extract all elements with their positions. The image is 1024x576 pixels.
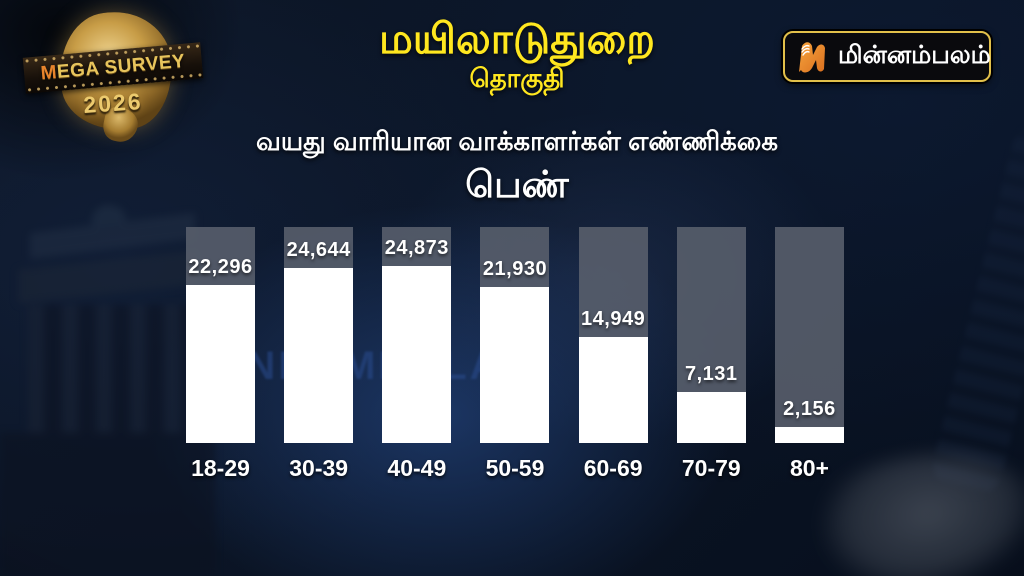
bar-column: 14,949 60-69 (578, 227, 648, 481)
bar-category-label: 50-59 (485, 455, 545, 481)
channel-logo: மின்னம்பலம் (783, 31, 991, 82)
bar-fill (774, 427, 844, 443)
building-pediment (18, 250, 198, 304)
bar-value-label: 14,949 (581, 307, 646, 330)
bar-column: 21,930 50-59 (480, 227, 550, 481)
bar-column: 24,644 30-39 (284, 227, 354, 481)
bar-value-label: 7,131 (685, 363, 738, 386)
gender-label: பெண் (465, 164, 569, 205)
bar-fill (578, 336, 648, 443)
bar-category-label: 70-79 (681, 455, 741, 481)
bar-value-label: 24,873 (384, 237, 449, 260)
bar-value-label: 24,644 (286, 238, 351, 261)
chart-heading: வயது வாரியான வாக்காளர்கள் எண்ணிக்கை (255, 126, 779, 156)
bar-category-label: 40-49 (387, 455, 447, 481)
title-block: மயிலாடுதுறை தொகுதி (212, 15, 822, 94)
bar-fill (186, 284, 255, 443)
building-signboard (30, 212, 195, 260)
bar-column: 22,296 18-29 (186, 227, 255, 481)
hand-silhouette (781, 431, 1024, 576)
bar-category-label: 80+ (789, 455, 829, 481)
channel-m-icon (799, 41, 825, 72)
bar-fill (676, 392, 746, 443)
bar-value-label: 22,296 (188, 255, 253, 278)
bar-column: 7,131 70-79 (676, 227, 746, 481)
bar-column: 24,873 40-49 (382, 227, 452, 481)
bar-chart: 22,296 18-29 24,644 30-39 24,873 40-49 21,930 5… (186, 227, 844, 481)
constituency-subtitle: தொகுதி (469, 63, 565, 94)
bar-value-label: 2,156 (783, 398, 836, 420)
mega-survey-label: MEGA SURVEY (39, 50, 187, 85)
mega-survey-logo: MEGA SURVEY 2026 (22, 6, 204, 140)
bar-value-label: 21,930 (482, 258, 548, 281)
building-columns (28, 305, 193, 435)
section-heading-block: வயது வாரியான வாக்காளர்கள் எண்ணிக்கை பெண் (112, 126, 922, 211)
bar-fill (480, 287, 550, 443)
channel-name: மின்னம்பலம் (838, 40, 991, 69)
bar-category-label: 30-39 (289, 455, 349, 481)
bar-fill (284, 267, 354, 443)
film-strip-decoration (927, 117, 1024, 503)
bar-fill (382, 266, 452, 443)
constituency-title: மயிலாடுதுறை (379, 15, 655, 62)
bar-category-label: 18-29 (191, 455, 250, 481)
bar-category-label: 60-69 (583, 455, 643, 481)
bar-column: 2,156 80+ (774, 227, 844, 481)
